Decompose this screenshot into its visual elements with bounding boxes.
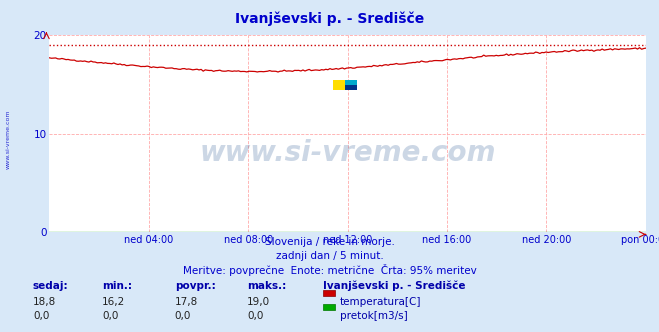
Text: povpr.:: povpr.: xyxy=(175,281,215,290)
Text: www.si-vreme.com: www.si-vreme.com xyxy=(200,139,496,167)
Text: sedaj:: sedaj: xyxy=(33,281,69,290)
Text: Ivanjševski p. - Središče: Ivanjševski p. - Središče xyxy=(323,281,465,291)
Text: 16,2: 16,2 xyxy=(102,297,125,307)
FancyBboxPatch shape xyxy=(345,85,357,90)
Text: 0,0: 0,0 xyxy=(247,311,264,321)
Text: 0,0: 0,0 xyxy=(102,311,119,321)
FancyBboxPatch shape xyxy=(345,80,357,90)
Text: Slovenija / reke in morje.: Slovenija / reke in morje. xyxy=(264,237,395,247)
Text: min.:: min.: xyxy=(102,281,132,290)
Text: temperatura[C]: temperatura[C] xyxy=(340,297,422,307)
Text: maks.:: maks.: xyxy=(247,281,287,290)
Text: Ivanjševski p. - Središče: Ivanjševski p. - Središče xyxy=(235,12,424,26)
Text: 17,8: 17,8 xyxy=(175,297,198,307)
Text: www.si-vreme.com: www.si-vreme.com xyxy=(5,110,11,169)
Text: 0,0: 0,0 xyxy=(33,311,49,321)
Text: 0,0: 0,0 xyxy=(175,311,191,321)
Text: 19,0: 19,0 xyxy=(247,297,270,307)
Text: 18,8: 18,8 xyxy=(33,297,56,307)
Text: zadnji dan / 5 minut.: zadnji dan / 5 minut. xyxy=(275,251,384,261)
Text: pretok[m3/s]: pretok[m3/s] xyxy=(340,311,408,321)
FancyBboxPatch shape xyxy=(333,80,357,90)
Text: Meritve: povprečne  Enote: metrične  Črta: 95% meritev: Meritve: povprečne Enote: metrične Črta:… xyxy=(183,264,476,276)
